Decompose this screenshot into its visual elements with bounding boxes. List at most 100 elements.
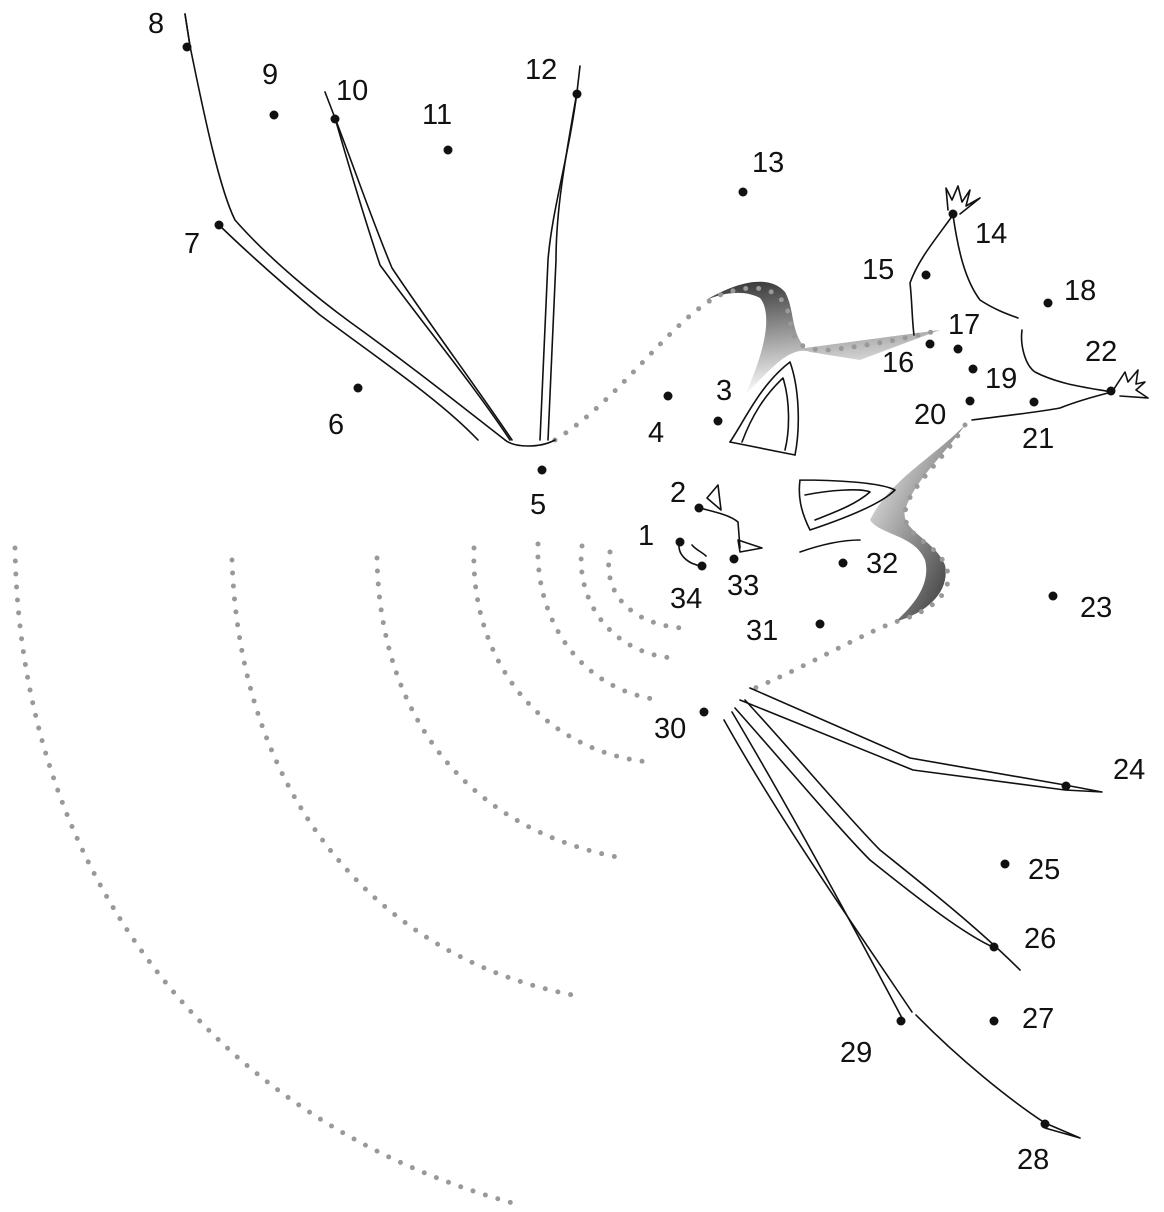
point-label: 21: [1022, 423, 1054, 455]
point-dot[interactable]: [1043, 298, 1053, 308]
point-dot[interactable]: [353, 383, 363, 393]
point-dot[interactable]: [953, 344, 963, 354]
point-dot[interactable]: [214, 220, 224, 230]
point-label: 31: [746, 615, 778, 647]
point-11[interactable]: 11: [422, 99, 453, 155]
point-label: 20: [914, 399, 946, 431]
point-17[interactable]: 17: [948, 309, 980, 354]
point-18[interactable]: 18: [1043, 275, 1097, 308]
point-31[interactable]: 31: [746, 615, 825, 647]
point-dot[interactable]: [182, 42, 192, 52]
point-dot[interactable]: [925, 339, 935, 349]
point-dot[interactable]: [921, 270, 931, 280]
point-26[interactable]: 26: [989, 923, 1057, 955]
point-7[interactable]: 7: [184, 220, 224, 261]
point-dot[interactable]: [1106, 386, 1116, 396]
point-dot[interactable]: [738, 187, 748, 197]
point-16[interactable]: 16: [882, 339, 935, 380]
point-dot[interactable]: [694, 503, 704, 513]
point-5[interactable]: 5: [530, 465, 547, 522]
point-label: 29: [840, 1037, 872, 1069]
point-2[interactable]: 2: [670, 477, 704, 513]
point-label: 3: [716, 375, 732, 407]
point-label: 5: [530, 489, 546, 521]
point-34[interactable]: 34: [670, 561, 707, 616]
point-dot[interactable]: [838, 558, 848, 568]
point-4[interactable]: 4: [648, 391, 673, 450]
point-dot[interactable]: [989, 942, 999, 952]
point-label: 25: [1028, 854, 1060, 886]
point-label: 30: [654, 713, 686, 745]
point-30[interactable]: 30: [654, 707, 709, 746]
point-24[interactable]: 24: [1061, 754, 1146, 791]
point-dot[interactable]: [965, 396, 975, 406]
point-label: 33: [727, 570, 759, 602]
point-9[interactable]: 9: [262, 59, 279, 120]
point-dot[interactable]: [663, 391, 673, 401]
point-dot[interactable]: [699, 707, 709, 717]
point-22[interactable]: 22: [1085, 336, 1117, 396]
point-dot[interactable]: [443, 145, 453, 155]
point-29[interactable]: 29: [840, 1016, 906, 1070]
point-dot[interactable]: [330, 114, 340, 124]
point-label: 19: [985, 363, 1017, 395]
point-label: 17: [948, 309, 980, 341]
point-dot[interactable]: [815, 619, 825, 629]
point-label: 2: [670, 477, 686, 509]
point-label: 34: [670, 583, 702, 615]
point-label: 16: [882, 347, 914, 379]
point-label: 9: [262, 59, 278, 91]
point-dot[interactable]: [989, 1016, 999, 1026]
point-8[interactable]: 8: [148, 8, 192, 52]
point-dot[interactable]: [948, 209, 958, 219]
point-dot[interactable]: [537, 465, 547, 475]
point-label: 28: [1017, 1144, 1049, 1176]
point-10[interactable]: 10: [330, 75, 369, 124]
point-label: 23: [1080, 592, 1112, 624]
point-23[interactable]: 23: [1048, 591, 1113, 625]
point-label: 7: [184, 228, 200, 260]
point-dot[interactable]: [713, 416, 723, 426]
point-3[interactable]: 3: [713, 375, 733, 426]
point-21[interactable]: 21: [1022, 397, 1054, 456]
point-label: 24: [1113, 754, 1145, 786]
wing-shading: [706, 281, 965, 622]
point-33[interactable]: 33: [727, 554, 759, 603]
point-dot[interactable]: [896, 1016, 906, 1026]
point-25[interactable]: 25: [1000, 854, 1061, 886]
drawn-lines: [184, 13, 1149, 1139]
point-27[interactable]: 27: [989, 1003, 1055, 1035]
point-label: 22: [1085, 336, 1117, 368]
point-dot[interactable]: [729, 554, 739, 564]
point-20[interactable]: 20: [914, 396, 975, 432]
point-32[interactable]: 32: [838, 548, 899, 580]
point-dot[interactable]: [675, 537, 685, 547]
point-dot[interactable]: [968, 364, 978, 374]
point-6[interactable]: 6: [328, 383, 363, 442]
point-label: 1: [638, 520, 654, 552]
point-15[interactable]: 15: [862, 254, 931, 286]
point-19[interactable]: 19: [968, 363, 1018, 395]
point-14[interactable]: 14: [948, 209, 1008, 251]
point-12[interactable]: 12: [525, 54, 582, 99]
point-13[interactable]: 13: [738, 147, 785, 197]
point-label: 8: [148, 8, 164, 40]
point-1[interactable]: 1: [638, 520, 685, 552]
point-label: 14: [975, 218, 1007, 250]
point-label: 15: [862, 254, 894, 286]
point-28[interactable]: 28: [1017, 1119, 1050, 1177]
point-label: 32: [866, 548, 898, 580]
point-dot[interactable]: [269, 110, 279, 120]
point-label: 12: [525, 54, 557, 86]
point-dot[interactable]: [1061, 781, 1071, 791]
point-label: 11: [422, 99, 452, 131]
point-dot[interactable]: [1000, 859, 1010, 869]
point-label: 27: [1022, 1003, 1054, 1035]
point-dot[interactable]: [1048, 591, 1058, 601]
point-dot[interactable]: [1040, 1119, 1050, 1129]
point-dot[interactable]: [572, 89, 582, 99]
point-dot[interactable]: [697, 561, 707, 571]
point-dot[interactable]: [1029, 397, 1039, 407]
